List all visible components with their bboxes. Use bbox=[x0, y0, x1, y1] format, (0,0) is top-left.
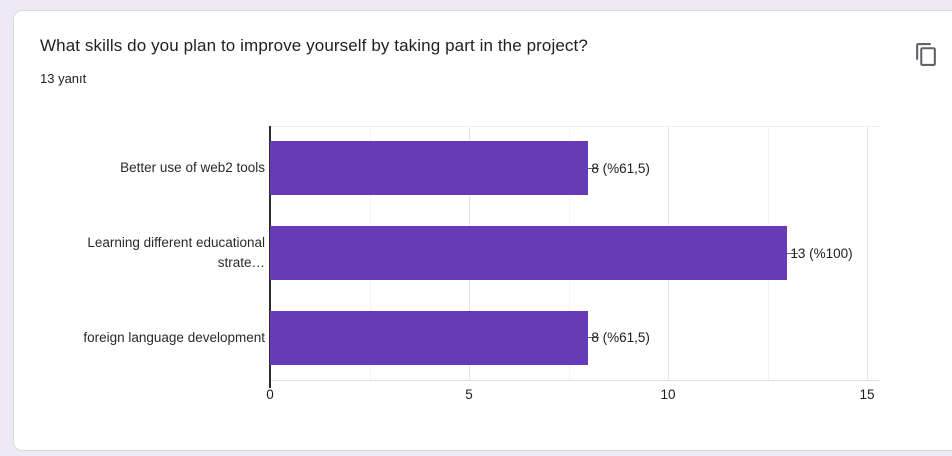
value-callout-line bbox=[588, 337, 600, 339]
value-label-text: 8 (%61,5) bbox=[591, 160, 650, 176]
x-tick-label: 15 bbox=[859, 387, 875, 402]
copy-chart-button[interactable] bbox=[903, 32, 949, 76]
x-tick-label: 10 bbox=[660, 387, 676, 402]
plot-top-line bbox=[270, 126, 880, 127]
bar bbox=[270, 226, 788, 280]
category-label: Learning different educational strate… bbox=[87, 235, 265, 270]
value-label-text: 13 (%100) bbox=[790, 245, 853, 261]
bar bbox=[270, 141, 589, 196]
copy-icon bbox=[915, 42, 936, 66]
bar bbox=[270, 310, 589, 365]
category-label: Better use of web2 tools bbox=[120, 160, 265, 176]
x-axis-line bbox=[270, 380, 880, 381]
gridline-major bbox=[867, 126, 868, 380]
response-count: 13 yanıt bbox=[40, 71, 87, 86]
category-label: foreign language development bbox=[83, 329, 265, 345]
value-callout-line bbox=[588, 167, 600, 169]
value-label-text: 8 (%61,5) bbox=[591, 330, 650, 346]
x-tick-label: 5 bbox=[465, 387, 473, 402]
value-callout-line bbox=[787, 252, 799, 254]
x-tick-label: 0 bbox=[266, 387, 274, 402]
question-title: What skills do you plan to improve yours… bbox=[40, 36, 588, 55]
